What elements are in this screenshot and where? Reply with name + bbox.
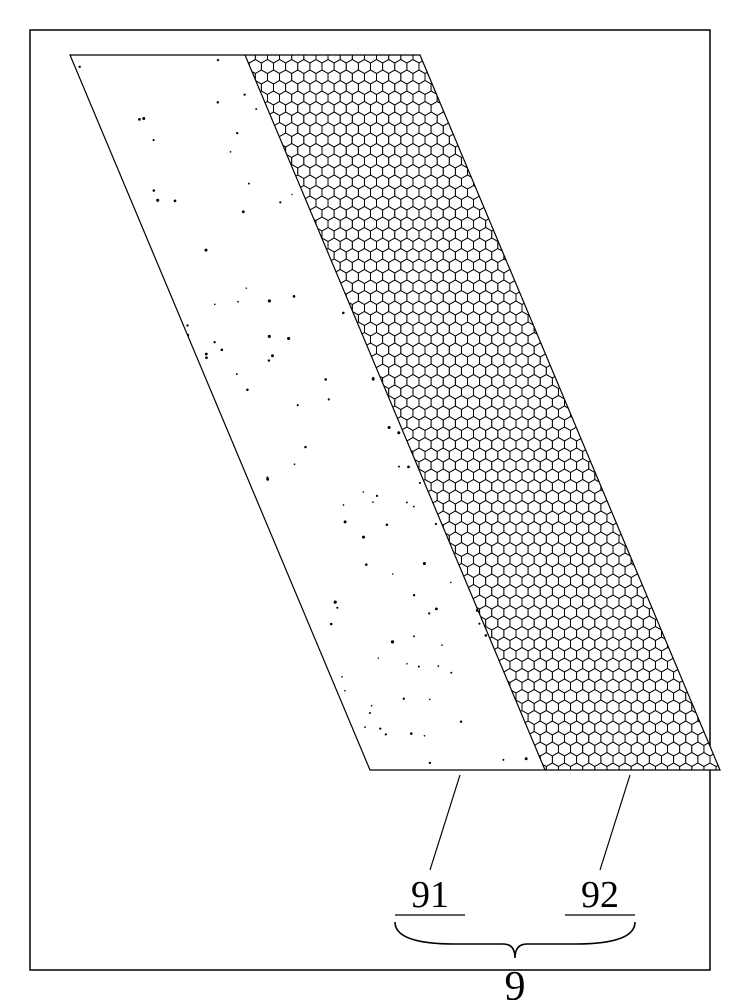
label-9: 9	[505, 964, 526, 1000]
leader-line-92	[600, 775, 630, 870]
diagram-svg: 91 92 9	[0, 0, 740, 1000]
label-92: 92	[581, 874, 619, 916]
grouping-brace	[395, 922, 635, 958]
leader-line-91	[430, 775, 460, 870]
label-91: 91	[411, 874, 449, 916]
